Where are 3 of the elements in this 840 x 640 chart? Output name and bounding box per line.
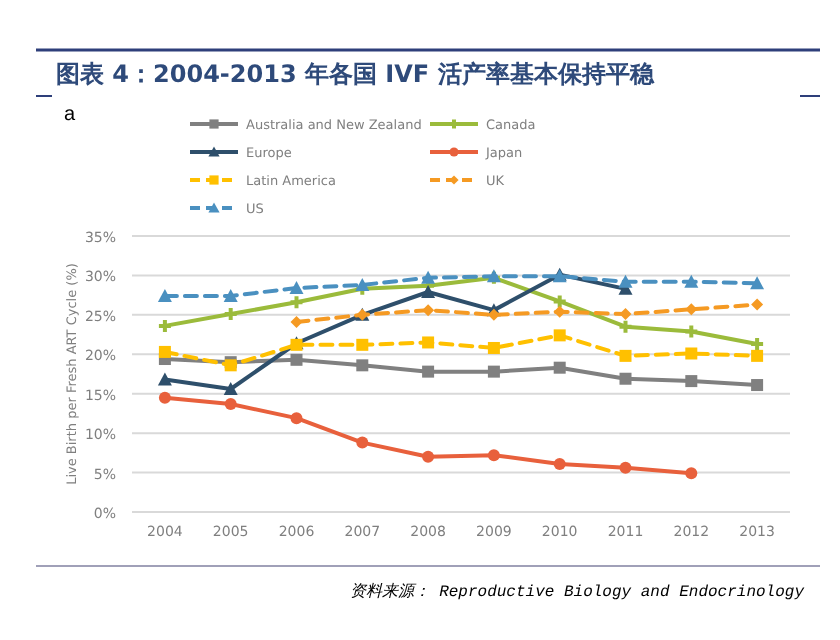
- text: a: [64, 104, 76, 126]
- chart-title: 图表 4：2004-2013 年各国 IVF 活产率基本保持平稳: [56, 60, 656, 88]
- text: 资料来源： Reproductive Biology and Endocrinology: [349, 582, 805, 602]
